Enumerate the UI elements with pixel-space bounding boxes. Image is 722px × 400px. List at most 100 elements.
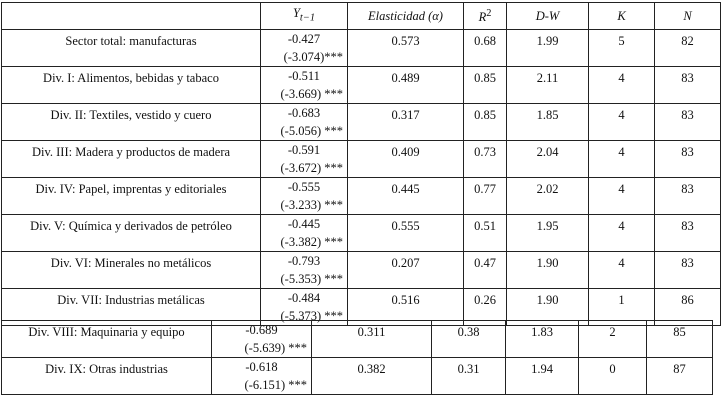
r-squared-cell: 0.38 [431,320,506,358]
k-value-cell: 2 [578,320,647,358]
n-value: 85 [673,325,686,339]
t-statistic: (-3.382) *** [280,234,344,249]
sector-label: Div. II: Textiles, vestido y cuero [50,107,212,122]
coefficient-value: -0.683 [287,105,321,120]
r-squared: 0.85 [474,107,496,122]
t-statistic: (-3.669) *** [280,86,344,101]
header-dw: D-W [506,2,589,30]
table-row: Div. VI: Minerales no metálicos -0.793 (-5… [1,250,721,289]
n-value-cell: 82 [654,28,721,67]
regression-table-continued: Div. VIII: Maquinaria y equipo -0.689 (-5.… [1,320,713,395]
n-value-cell: 83 [654,250,721,289]
header-elasticity: Elasticidad (α) [347,2,464,30]
coefficient-cell: -0.484 (-5.373) *** [260,287,348,326]
sector-label: Div. IV: Papel, imprentas y editoriales [35,181,227,196]
n-value: 86 [681,292,694,307]
header-n: N [654,2,721,30]
durbin-watson: 1.94 [531,362,553,376]
n-value: 83 [681,181,694,196]
durbin-watson: 1.90 [536,292,559,307]
table-row: Div. V: Química y derivados de petróleo -… [1,213,721,252]
k-value-cell: 4 [588,102,655,141]
header-row: Yt−1 Elasticidad (α) R2 D-W K N [1,2,721,30]
durbin-watson: 1.90 [536,255,559,270]
sector-label-cell: Sector total: manufacturas [1,28,261,67]
coefficient-value: -0.591 [287,142,321,157]
sector-label-cell: Div. III: Madera y productos de madera [1,139,261,178]
durbin-watson-cell: 1.95 [506,213,589,252]
elasticity-cell: 0.573 [347,28,464,67]
sector-label: Div. VI: Minerales no metálicos [50,255,212,270]
k-value: 4 [618,70,625,85]
regression-table: Yt−1 Elasticidad (α) R2 D-W K N Sector t… [1,2,721,326]
sector-label: Div. V: Química y derivados de petróleo [30,218,232,233]
r-squared: 0.51 [474,218,496,233]
header-y-lag: Yt−1 [260,2,348,30]
k-value: 4 [618,218,625,233]
durbin-watson-cell: 2.11 [506,65,589,104]
r-squared-cell: 0.47 [463,250,507,289]
k-value-cell: 4 [588,250,655,289]
durbin-watson-cell: 1.83 [505,320,579,358]
table-row: Div. IV: Papel, imprentas y editoriales -… [1,176,721,215]
n-value-cell: 87 [646,357,713,395]
elasticity-cell: 0.317 [347,102,464,141]
elasticity-cell: 0.516 [347,287,464,326]
t-statistic: (-5.639) *** [244,341,308,355]
k-value: 4 [618,107,625,122]
durbin-watson: 1.99 [536,33,559,48]
r-squared: 0.47 [474,255,496,270]
n-value: 83 [681,255,694,270]
table-row: Div. I: Alimentos, bebidas y tabaco -0.51… [1,65,721,104]
r-squared-cell: 0.31 [431,357,506,395]
elasticity: 0.409 [391,144,420,159]
durbin-watson-cell: 2.02 [506,176,589,215]
table-row: Div. IX: Otras industrias -0.618 (-6.151) … [1,357,713,395]
t-statistic: (-6.151) *** [244,378,308,392]
elasticity: 0.311 [357,325,386,339]
sector-label: Div. IX: Otras industrias [45,362,168,376]
durbin-watson: 2.04 [536,144,559,159]
coefficient-cell: -0.618 (-6.151) *** [211,357,312,395]
n-value-cell: 83 [654,176,721,215]
k-value-cell: 4 [588,176,655,215]
elasticity: 0.207 [391,255,420,270]
elasticity: 0.489 [391,70,420,85]
elasticity-cell: 0.489 [347,65,464,104]
sector-label: Div. I: Alimentos, bebidas y tabaco [43,70,219,85]
k-value: 4 [618,255,625,270]
t-statistic: (-5.056) *** [280,123,344,138]
n-value: 83 [681,70,694,85]
r-squared-cell: 0.51 [463,213,507,252]
durbin-watson: 2.02 [536,181,559,196]
n-value: 83 [681,107,694,122]
sector-label-cell: Div. I: Alimentos, bebidas y tabaco [1,65,261,104]
coefficient-cell: -0.427 (-3.074)*** [260,28,348,67]
sector-label-cell: Div. II: Textiles, vestido y cuero [1,102,261,141]
r-squared-cell: 0.26 [463,287,507,326]
coefficient-value: -0.427 [287,31,321,46]
elasticity: 0.555 [391,218,420,233]
header-k: K [588,2,655,30]
n-value-cell: 83 [654,139,721,178]
table-row: Div. VII: Industrias metálicas -0.484 (-5.… [1,287,721,326]
coefficient-cell: -0.591 (-3.672) *** [260,139,348,178]
sector-label-cell: Div. IX: Otras industrias [1,357,212,395]
k-value: 4 [618,181,625,196]
sector-label-cell: Div. VIII: Maquinaria y equipo [1,320,212,358]
header-r2: R2 [463,2,507,30]
durbin-watson: 2.11 [536,70,559,85]
sector-label-cell: Div. VI: Minerales no metálicos [1,250,261,289]
elasticity: 0.317 [391,107,420,122]
coefficient-cell: -0.683 (-5.056) *** [260,102,348,141]
r-squared-cell: 0.77 [463,176,507,215]
durbin-watson-cell: 1.99 [506,28,589,67]
r-squared-cell: 0.85 [463,65,507,104]
k-value-cell: 4 [588,213,655,252]
elasticity-cell: 0.409 [347,139,464,178]
n-value: 87 [673,362,686,376]
elasticity-cell: 0.382 [311,357,432,395]
k-value-cell: 4 [588,139,655,178]
n-value-cell: 83 [654,213,721,252]
coefficient-cell: -0.793 (-5.353) *** [260,250,348,289]
